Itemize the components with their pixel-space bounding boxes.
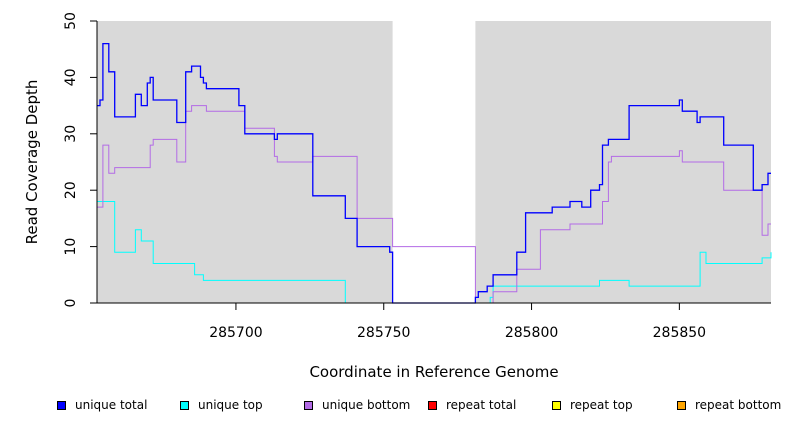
x-tick-label: 285750 — [357, 325, 410, 341]
legend-item-repeat-bottom: repeat bottom — [677, 398, 781, 412]
legend-label: unique top — [198, 398, 263, 412]
axes: 285700 285750 285800 285850 0 10 20 30 40 50 — [63, 12, 771, 341]
y-tick-label: 20 — [63, 181, 79, 199]
legend-item-unique-total: unique total — [57, 398, 147, 412]
legend-item-unique-top: unique top — [180, 398, 263, 412]
coverage-chart: 285700 285750 285800 285850 0 10 20 30 40 50 Coor… — [23, 12, 772, 381]
legend-item-unique-bottom: unique bottom — [304, 398, 410, 412]
y-tick-label: 0 — [63, 299, 79, 308]
y-tick-label: 40 — [63, 68, 79, 86]
y-axis-title: Read Coverage Depth — [23, 80, 41, 245]
plot-area — [97, 21, 771, 303]
legend-label: unique total — [75, 398, 148, 412]
legend-swatch — [552, 400, 561, 410]
legend-label: repeat top — [570, 398, 633, 412]
legend: unique total unique top unique bottom repea… — [0, 398, 792, 420]
x-axis-title: Coordinate in Reference Genome — [309, 363, 558, 381]
x-tick-label: 285850 — [653, 325, 706, 341]
legend-swatch — [180, 400, 189, 410]
legend-swatch — [304, 400, 313, 410]
legend-swatch — [428, 400, 437, 410]
y-tick-label: 30 — [63, 125, 79, 143]
legend-swatch — [677, 400, 686, 410]
x-tick-label: 285700 — [209, 325, 262, 341]
legend-label: repeat bottom — [695, 398, 782, 412]
y-tick-label: 10 — [63, 238, 79, 256]
legend-label: repeat total — [446, 398, 517, 412]
legend-item-repeat-top: repeat top — [552, 398, 633, 412]
series-unique-bottom — [97, 105, 771, 304]
legend-label: unique bottom — [322, 398, 411, 412]
legend-swatch — [57, 400, 66, 410]
coverage-gap — [392, 21, 476, 303]
x-tick-label: 285800 — [505, 325, 558, 341]
legend-item-repeat-total: repeat total — [428, 398, 516, 412]
y-tick-label: 50 — [63, 12, 79, 30]
